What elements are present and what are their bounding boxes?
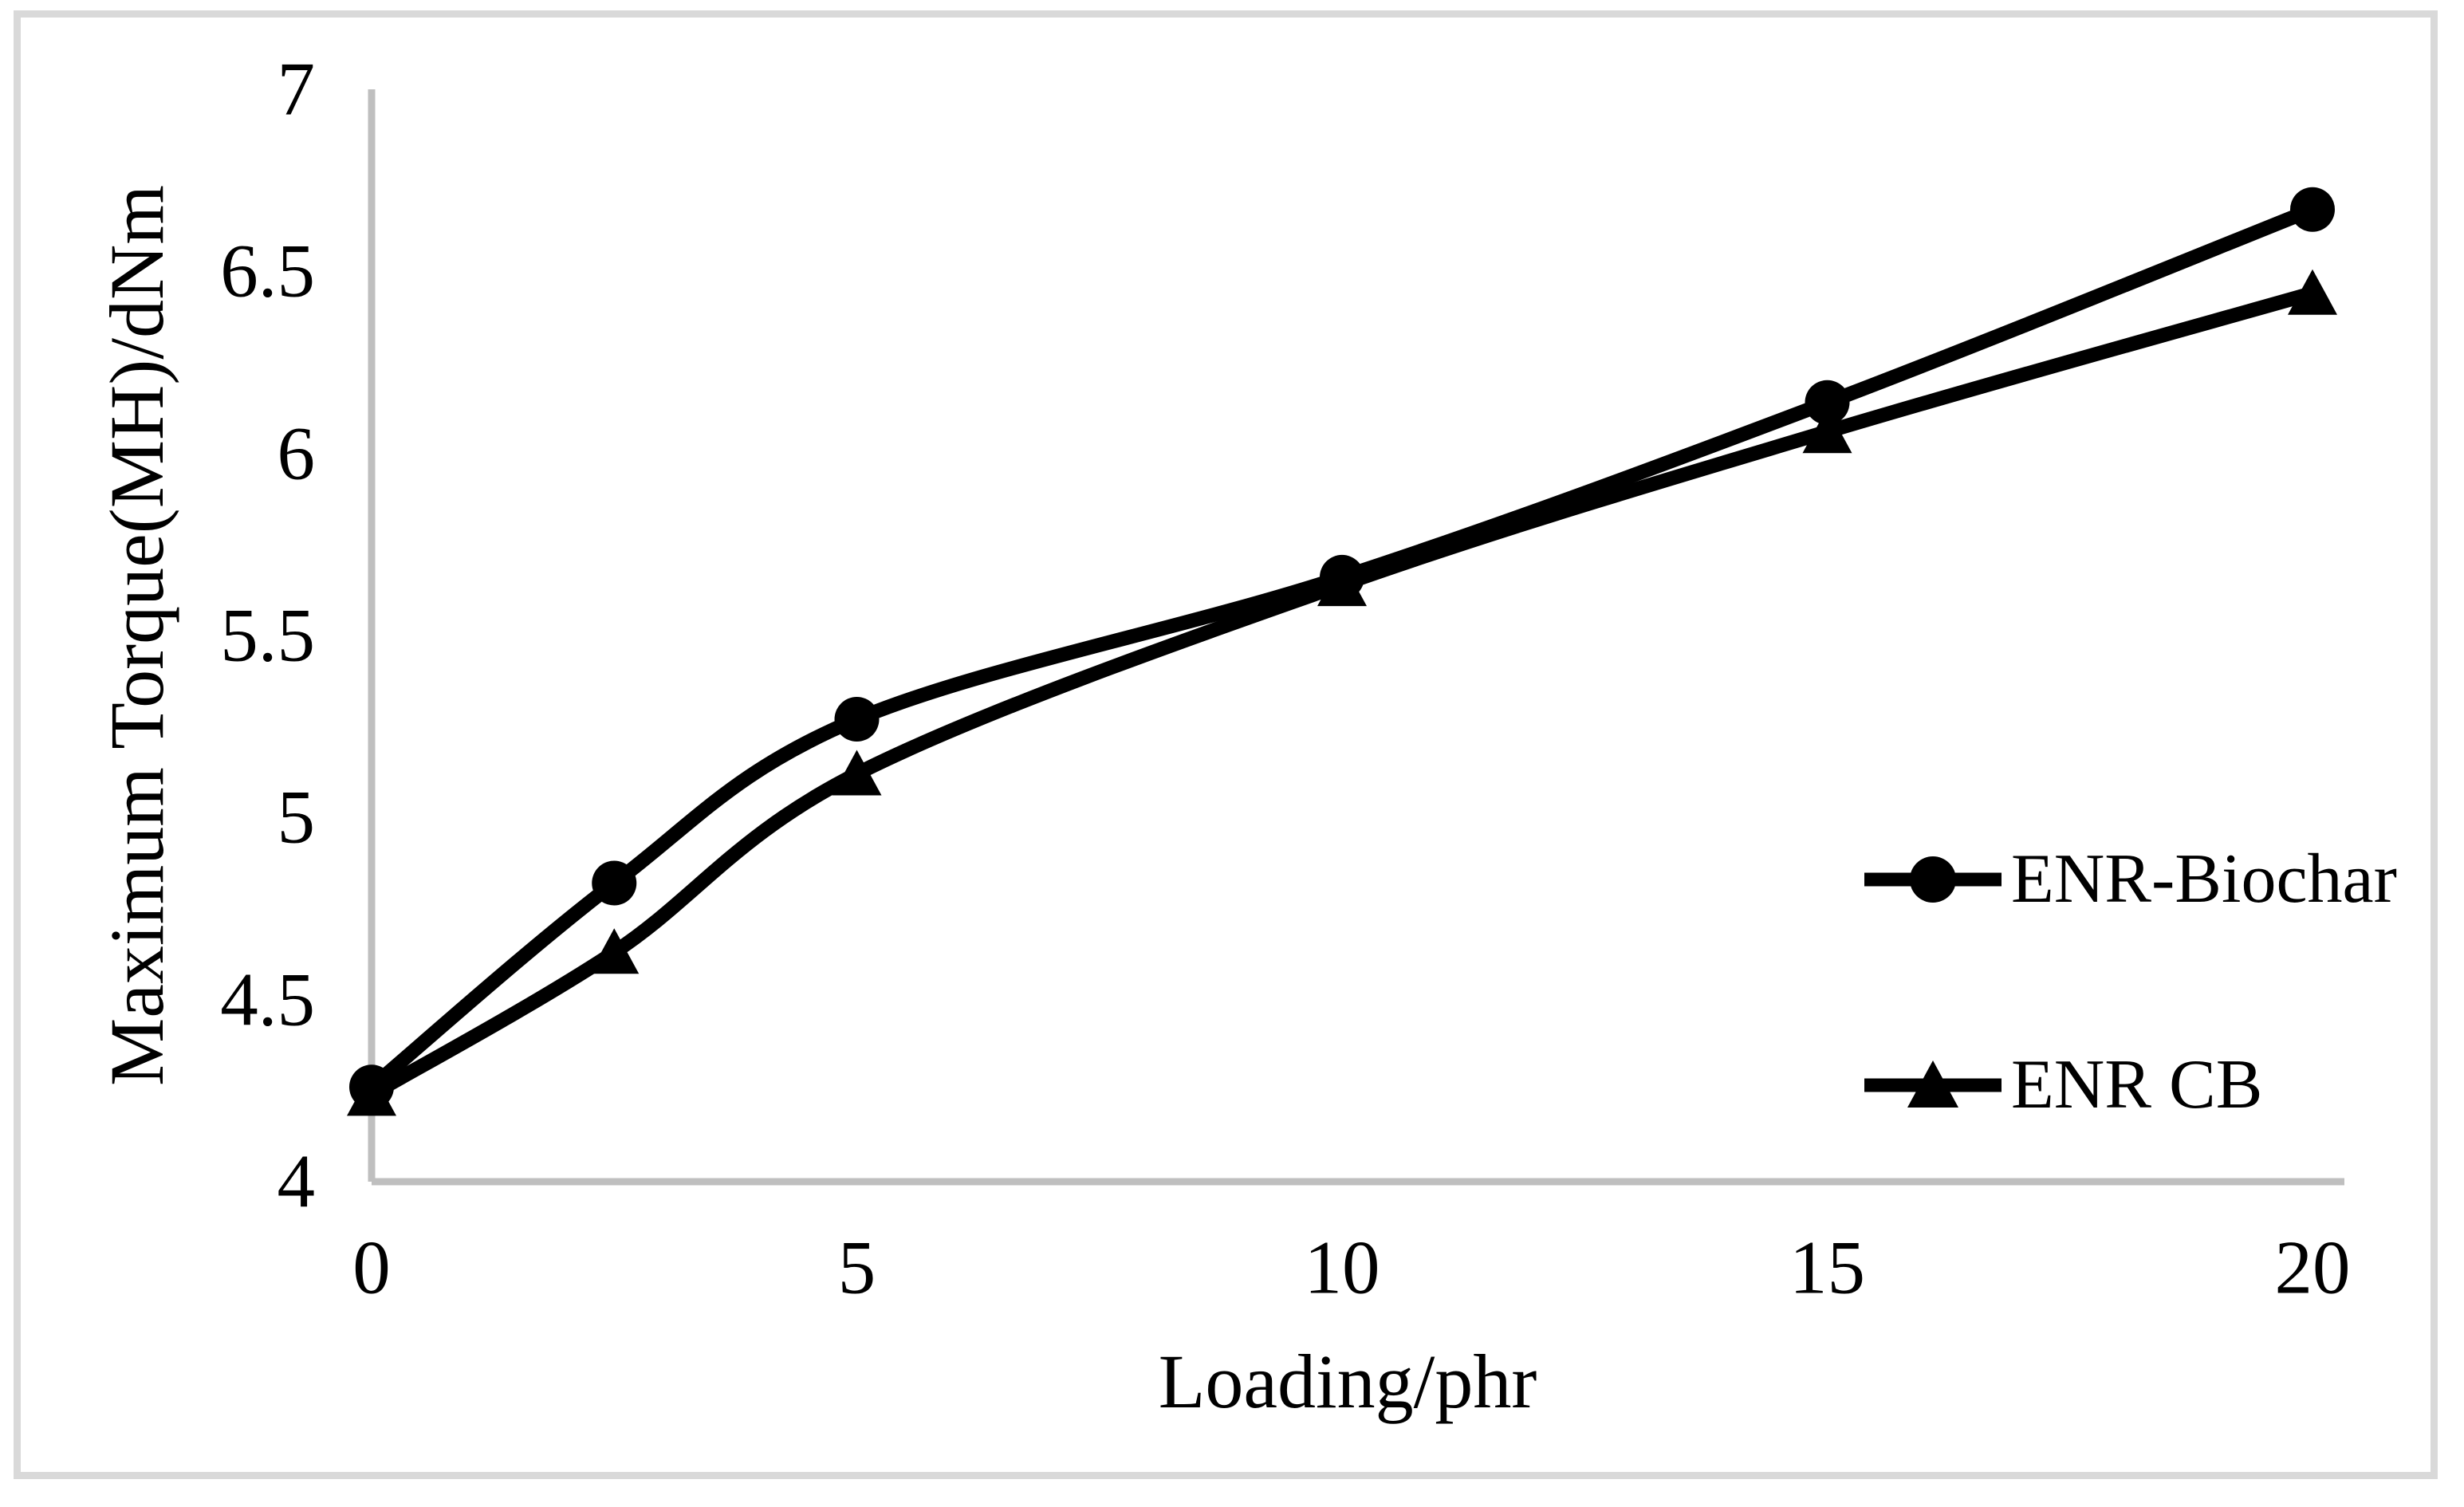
y-tick-label: 4.5 — [220, 957, 315, 1042]
legend-triangle-marker-icon — [1864, 1060, 2002, 1108]
data-point-marker-circle — [1805, 380, 1850, 425]
x-tick-label: 10 — [1304, 1225, 1380, 1310]
data-point-marker-triangle — [1317, 561, 1367, 607]
series-line-circle — [364, 202, 2320, 1095]
data-point-marker-circle — [592, 860, 637, 906]
legend-label: ENR CB — [2011, 1046, 2263, 1123]
y-tick-label: 4 — [277, 1139, 316, 1224]
series-line-triangle — [364, 285, 2320, 1102]
y-tick-label: 6 — [277, 411, 316, 496]
data-point-marker-triangle — [2288, 269, 2337, 315]
legend-circle-marker-icon — [1864, 856, 2002, 903]
x-axis-title: Loading/phr — [1158, 1339, 1537, 1424]
x-tick-label: 0 — [352, 1225, 391, 1310]
data-point-marker-triangle — [347, 1070, 396, 1116]
legend-label: ENR-Biochar — [2011, 840, 2397, 918]
data-point-marker-circle — [2290, 187, 2335, 232]
data-point-marker-circle — [834, 697, 880, 742]
y-tick-label: 5.5 — [220, 592, 315, 678]
figure-border — [14, 10, 2438, 1479]
legend-item: ENR-Biochar — [1864, 832, 2397, 927]
data-point-marker-triangle — [1802, 407, 1852, 454]
x-tick-label: 5 — [837, 1225, 876, 1310]
data-point-marker-triangle — [589, 928, 640, 974]
y-tick-label: 5 — [277, 774, 316, 860]
legend-item: ENR CB — [1864, 1037, 2262, 1133]
x-tick-label: 20 — [2274, 1225, 2351, 1310]
x-tick-label: 15 — [1789, 1225, 1865, 1310]
y-tick-label: 7 — [277, 46, 316, 132]
data-point-marker-triangle — [832, 750, 882, 796]
y-tick-label: 6.5 — [220, 228, 315, 313]
